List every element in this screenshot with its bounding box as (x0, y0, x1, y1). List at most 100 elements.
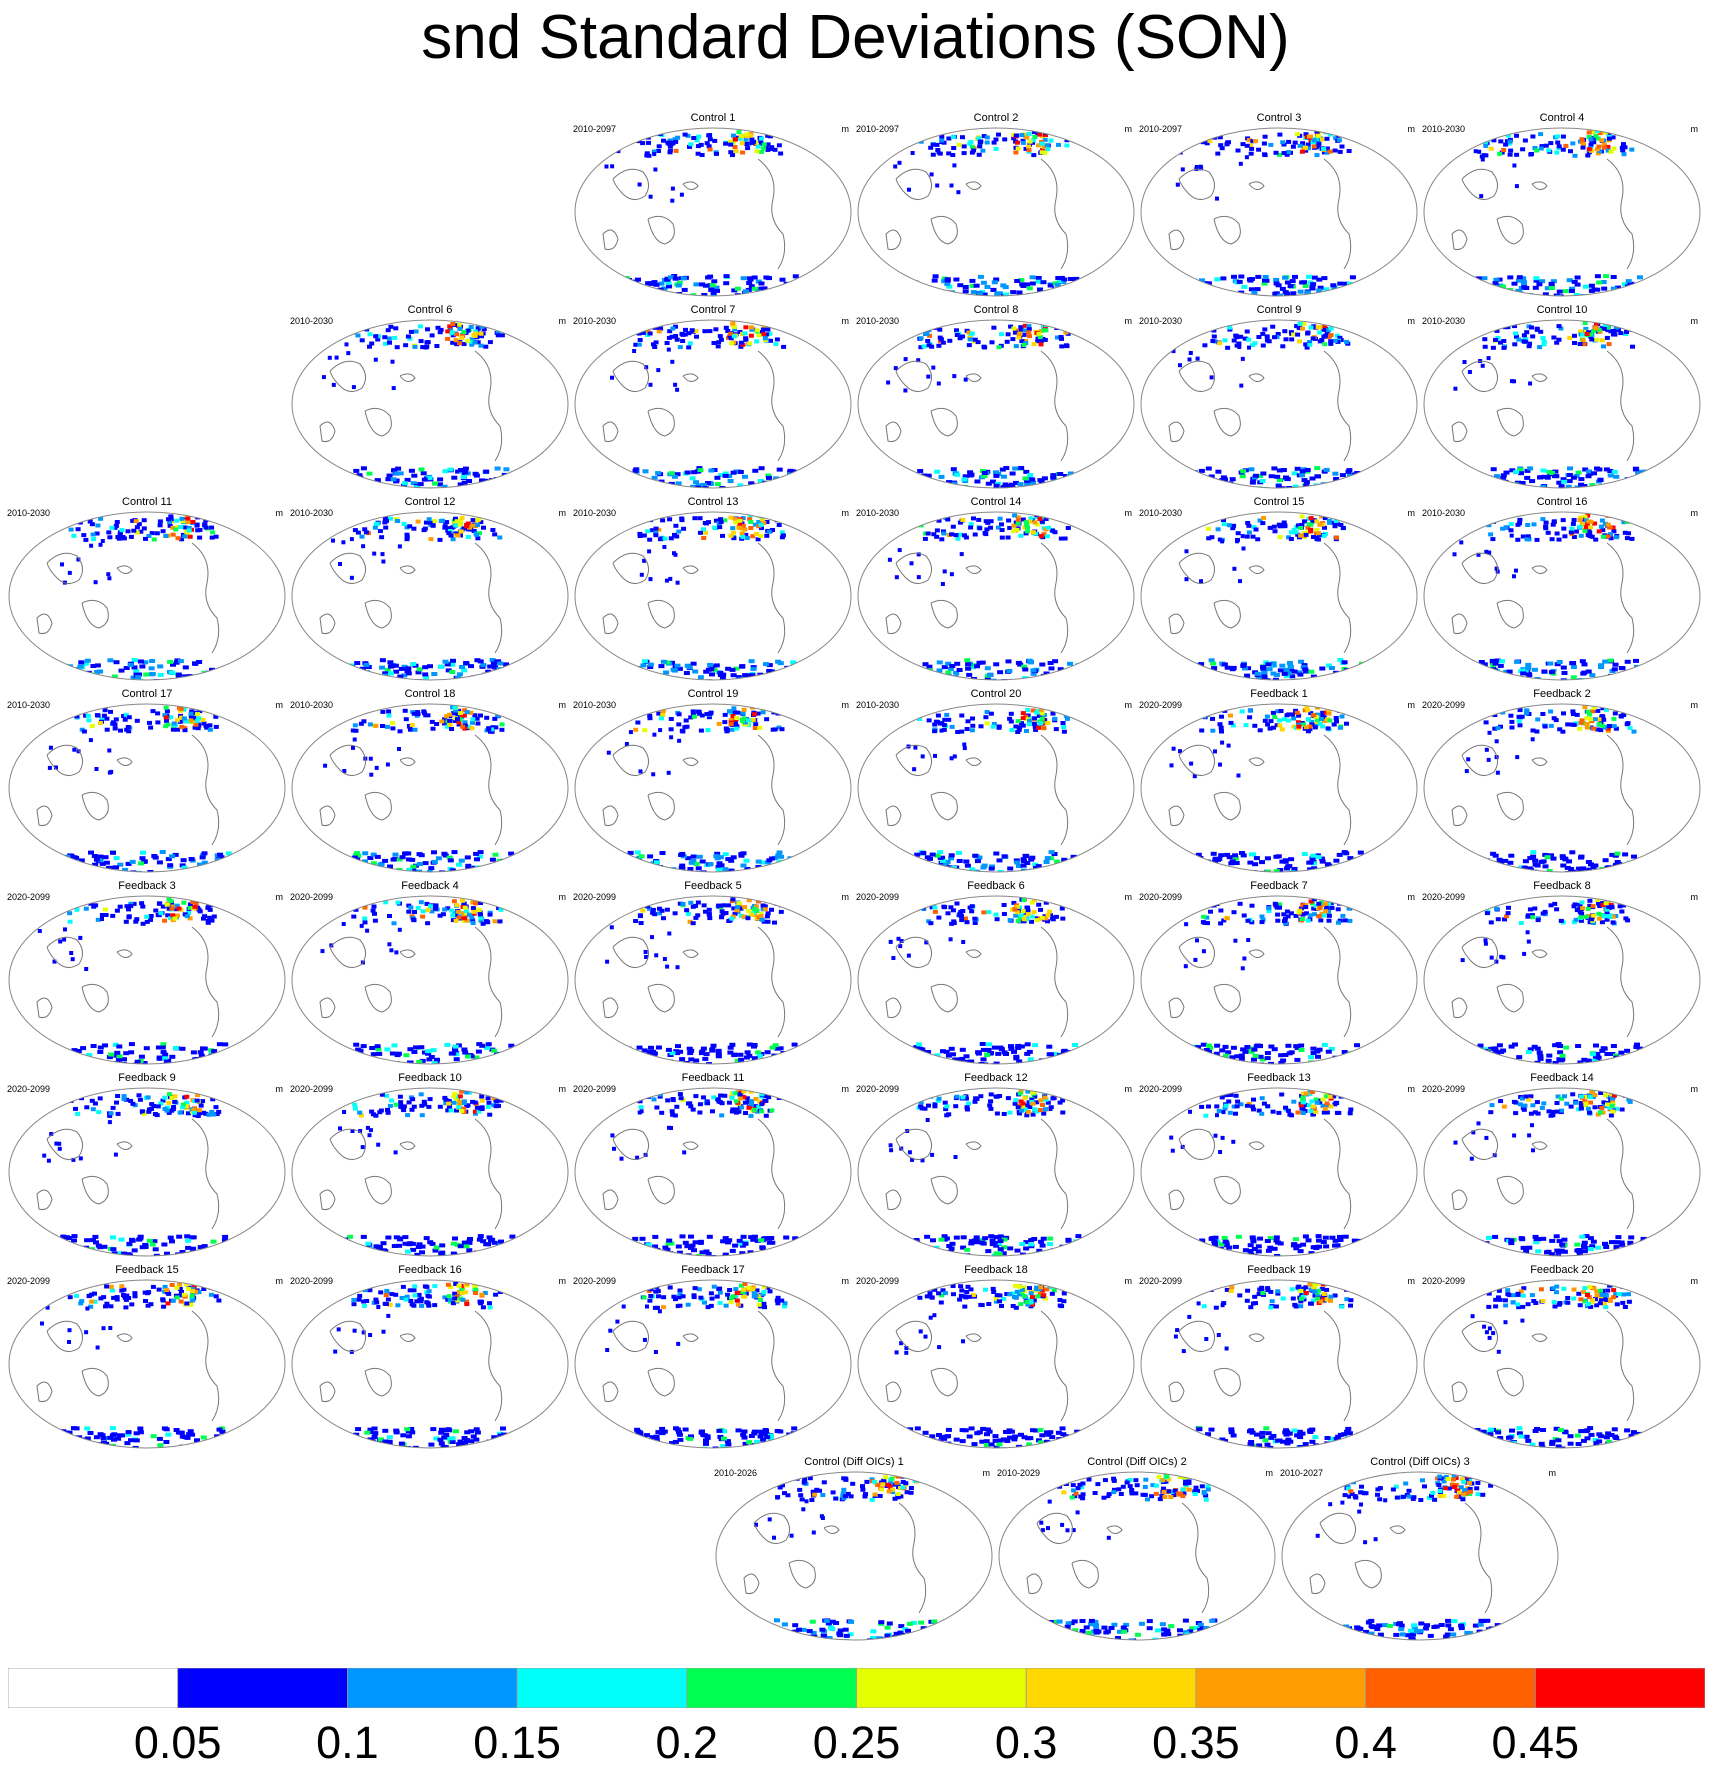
globe-map (1139, 316, 1419, 496)
colorbar-tick-label: 0.3 (995, 1718, 1058, 1768)
globe-map (1422, 892, 1702, 1072)
colorbar-segment (1535, 1668, 1705, 1708)
colorbar-segment (1026, 1668, 1196, 1708)
globe-map (1139, 700, 1419, 880)
colorbar-tick-label: 0.2 (656, 1718, 719, 1768)
globe-map (856, 124, 1136, 304)
globe-map (290, 700, 570, 880)
globe-map (573, 124, 853, 304)
globe-map (1422, 1276, 1702, 1456)
globe-map (7, 508, 287, 688)
globe-map (573, 892, 853, 1072)
globe-map (7, 892, 287, 1072)
globe-map (573, 700, 853, 880)
globe-map (573, 508, 853, 688)
globe-map (1422, 508, 1702, 688)
globe-map (573, 1276, 853, 1456)
globe-map (1139, 892, 1419, 1072)
globe-map (1422, 316, 1702, 496)
globe-map (290, 316, 570, 496)
colorbar-segment (857, 1668, 1027, 1708)
globe-map (290, 508, 570, 688)
globe-map (856, 508, 1136, 688)
globe-map (7, 1084, 287, 1264)
colorbar-segment (517, 1668, 687, 1708)
globe-map (573, 316, 853, 496)
colorbar-segment (1366, 1668, 1536, 1708)
colorbar-tick-label: 0.35 (1152, 1718, 1240, 1768)
globe-map (856, 700, 1136, 880)
globe-map (290, 892, 570, 1072)
globe-map (1139, 508, 1419, 688)
colorbar-segment (347, 1668, 517, 1708)
colorbar-segment (8, 1668, 178, 1708)
globe-map (573, 1084, 853, 1264)
globe-map (1139, 124, 1419, 304)
globe-map (1139, 1276, 1419, 1456)
globe-map (856, 892, 1136, 1072)
globe-map (856, 1084, 1136, 1264)
colorbar-segment (687, 1668, 857, 1708)
colorbar-tick-label: 0.15 (473, 1718, 561, 1768)
colorbar-tick-label: 0.45 (1492, 1718, 1580, 1768)
globe-map (1280, 1468, 1560, 1648)
globe-map (856, 1276, 1136, 1456)
globe-map (856, 316, 1136, 496)
colorbar-segment (1196, 1668, 1366, 1708)
colorbar-segment (178, 1668, 348, 1708)
colorbar-tick-label: 0.1 (316, 1718, 379, 1768)
globe-map (997, 1468, 1277, 1648)
globe-map (714, 1468, 994, 1648)
colorbar (8, 1668, 1705, 1708)
globe-map (290, 1276, 570, 1456)
globe-map (1422, 1084, 1702, 1264)
colorbar-tick-label: 0.05 (134, 1718, 222, 1768)
globe-map (1139, 1084, 1419, 1264)
colorbar-tick-label: 0.25 (813, 1718, 901, 1768)
globe-map (7, 700, 287, 880)
globe-map (290, 1084, 570, 1264)
globe-map (7, 1276, 287, 1456)
